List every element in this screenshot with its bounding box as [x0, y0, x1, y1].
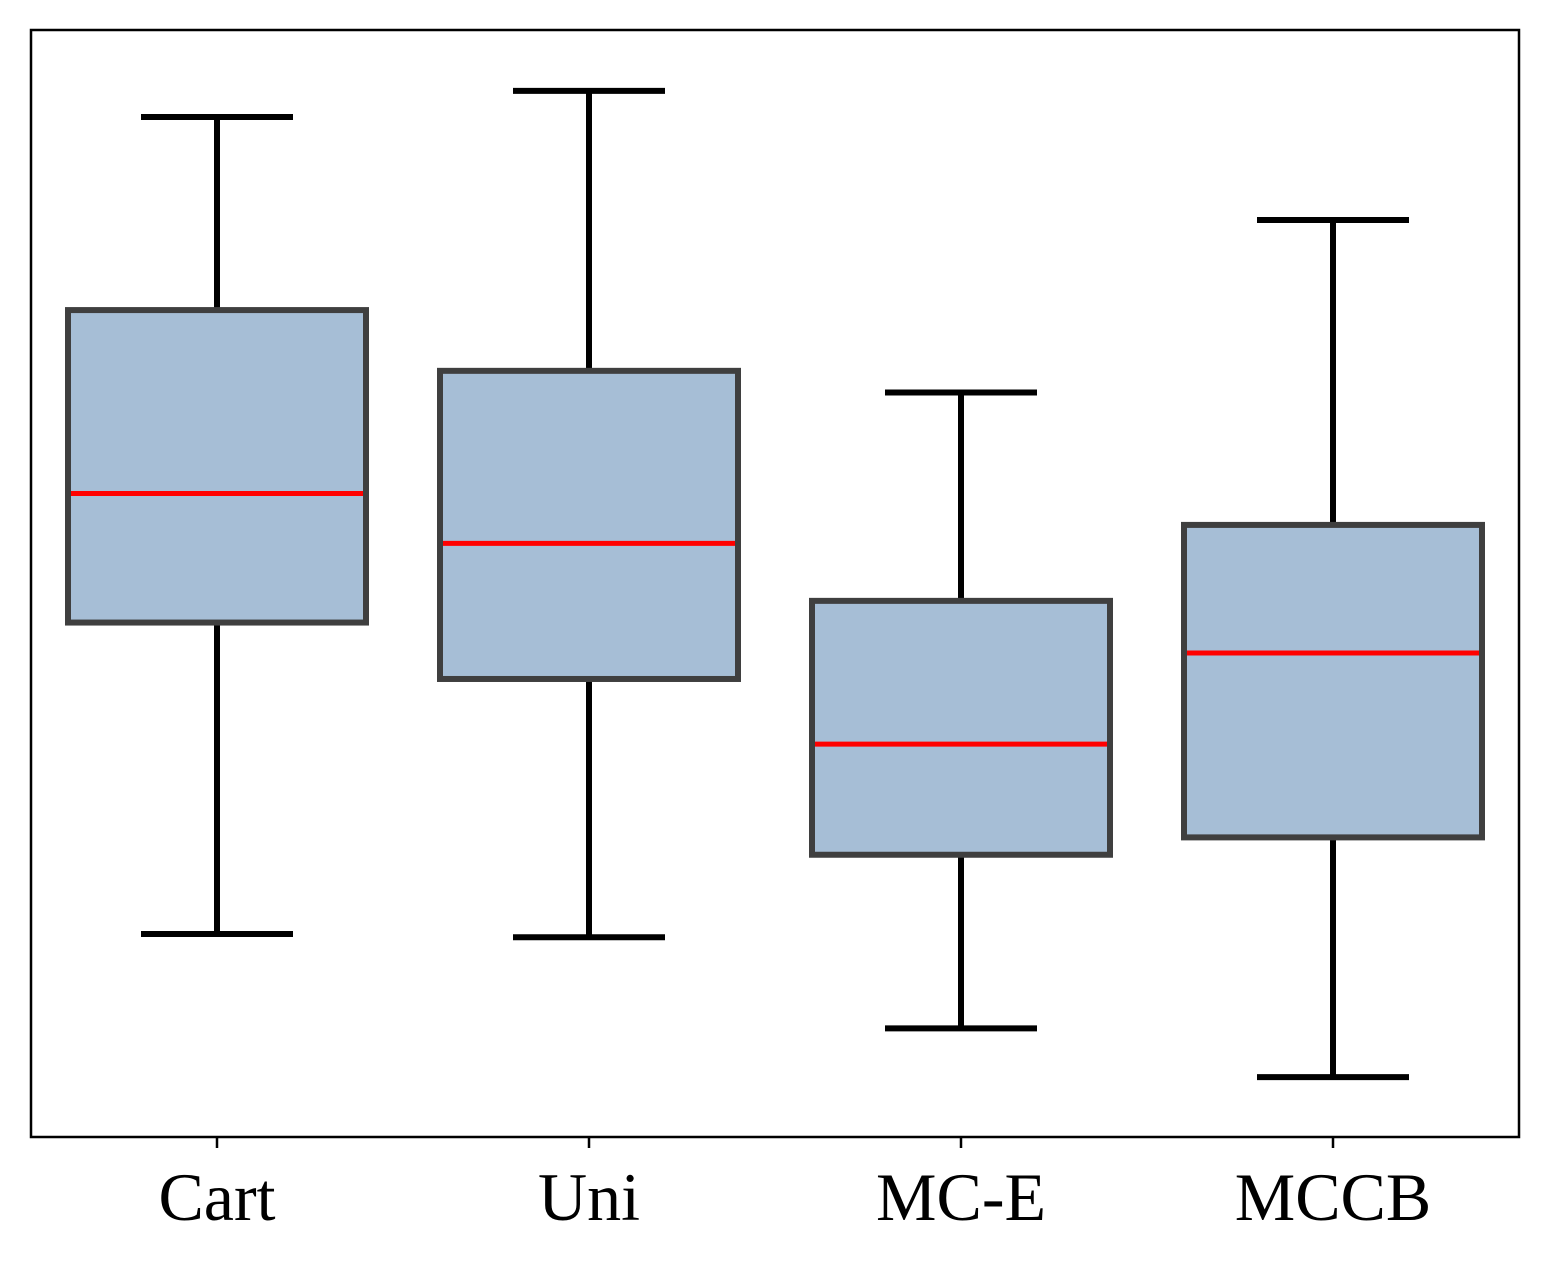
x-tick-label-uni: Uni — [538, 1159, 640, 1235]
box-group-mc-e — [809, 389, 1113, 1032]
x-axis-ticks: Cart Uni MC-E MCCB — [158, 1137, 1431, 1235]
box-group-mccb — [1181, 217, 1485, 1081]
box-group-uni — [437, 87, 741, 941]
x-tick-label-cart: Cart — [158, 1159, 275, 1235]
iqr-box — [437, 367, 741, 682]
x-tick-label-mccb: MCCB — [1235, 1159, 1432, 1235]
iqr-box — [65, 307, 369, 626]
boxes-layer — [65, 87, 1485, 1081]
iqr-box — [1181, 521, 1485, 841]
box-group-cart — [65, 113, 369, 937]
x-tick-label-mc-e: MC-E — [876, 1159, 1046, 1235]
iqr-box — [809, 597, 1113, 858]
